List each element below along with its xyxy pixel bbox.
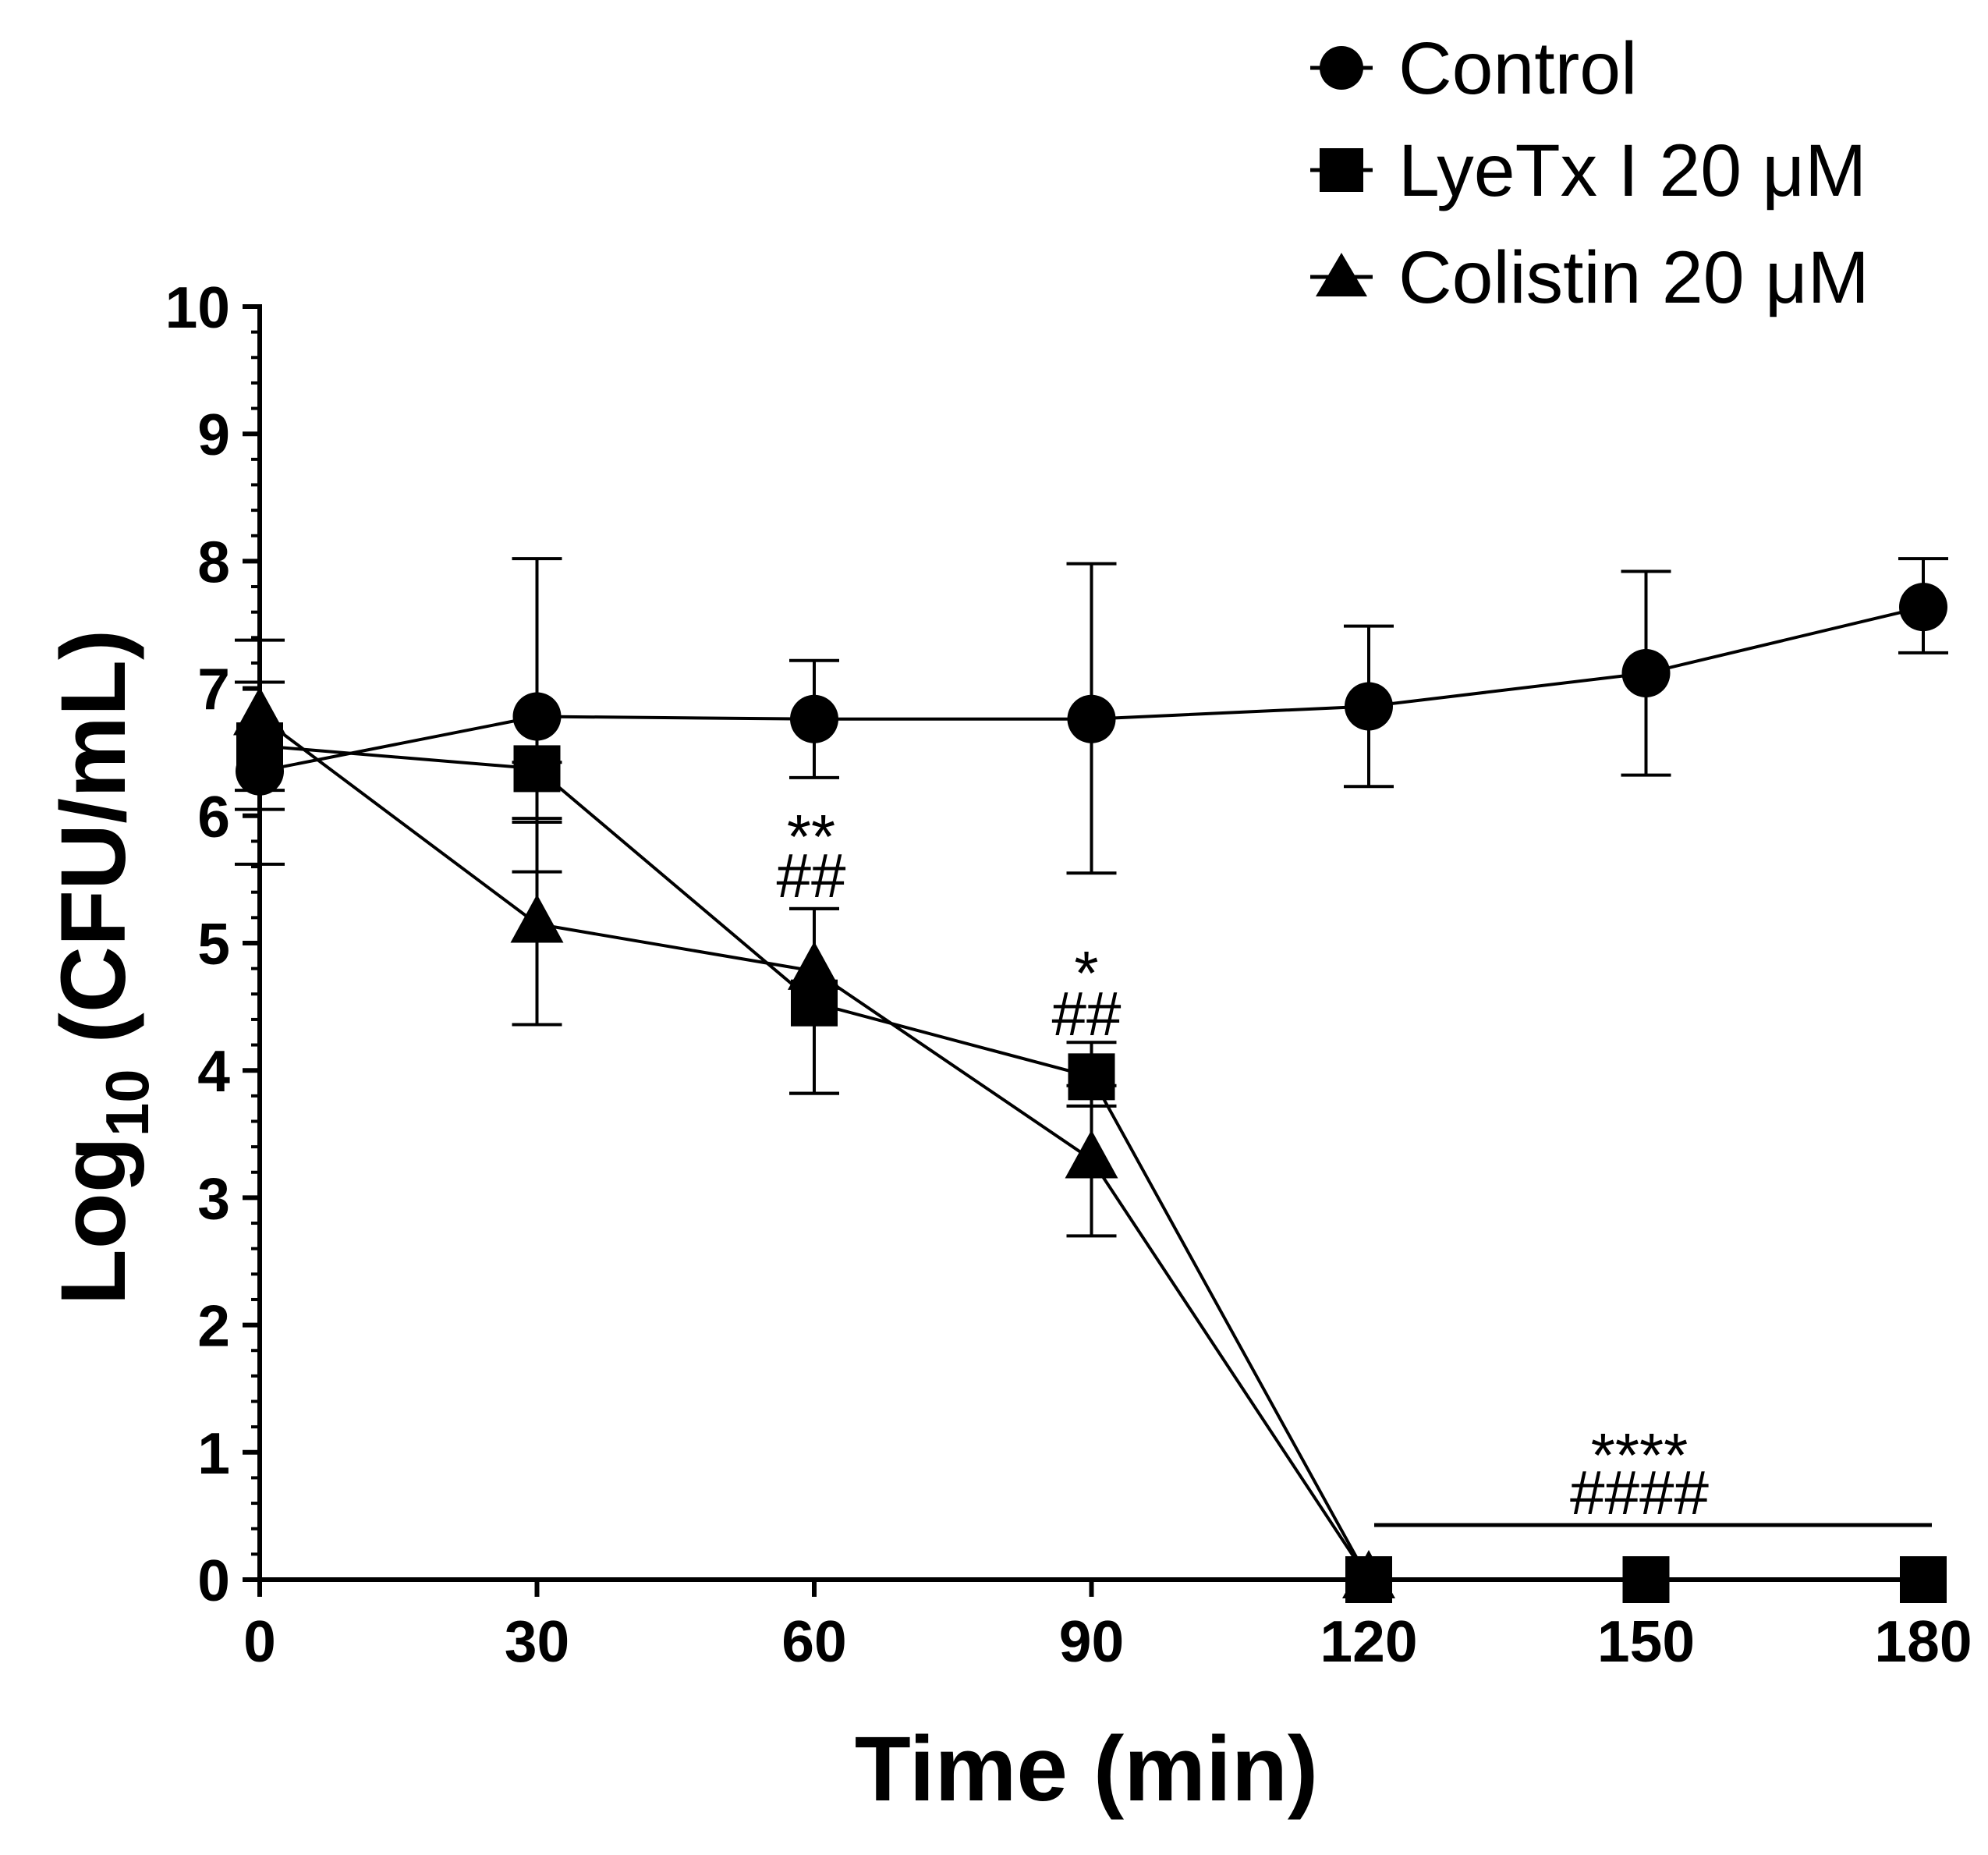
y-tick-label: 7 <box>197 657 230 722</box>
data-point <box>1067 694 1116 743</box>
annotation-late-star: **** <box>1591 1421 1689 1490</box>
x-tick-label: 30 <box>505 1608 569 1674</box>
annotation-t90-star: * <box>1074 938 1098 1008</box>
data-point <box>790 694 838 743</box>
data-point <box>1065 1130 1118 1179</box>
legend-marker-colistin <box>1316 253 1367 296</box>
y-tick-label: 0 <box>197 1548 230 1613</box>
data-point <box>1899 583 1947 632</box>
annotation-t90-hash: ## <box>1052 979 1122 1048</box>
axes: 0 1 2 3 4 5 6 7 8 9 10 0 30 60 90 120 150 180 <box>165 275 1972 1674</box>
data-point <box>1342 1550 1395 1598</box>
series-control <box>235 557 1948 875</box>
legend-item-lyetx: LyeTx I 20 μM <box>1310 129 1866 212</box>
series-layer <box>233 557 1948 1603</box>
data-point <box>788 941 841 990</box>
y-tick-label: 6 <box>197 784 230 849</box>
y-tick-label: 3 <box>197 1165 230 1231</box>
y-tick-label: 2 <box>197 1293 230 1359</box>
y-axis-title: Log10 (CFU/mL) <box>42 630 161 1306</box>
annotation-late-hash: #### <box>1570 1458 1709 1527</box>
legend-marker-control <box>1320 46 1363 90</box>
annotation-layer: ** ## * ## **** #### <box>777 802 1932 1527</box>
annotation-t60-hash: ## <box>777 841 846 910</box>
y-tick-label: 1 <box>197 1421 230 1486</box>
data-point <box>1621 649 1671 698</box>
x-tick-label: 180 <box>1874 1608 1972 1674</box>
legend-label-control: Control <box>1398 27 1637 110</box>
legend: Control LyeTx I 20 μM Colistin 20 μM <box>1310 27 1869 319</box>
x-tick-label: 90 <box>1059 1608 1124 1674</box>
data-point <box>233 686 286 736</box>
y-tick-label: 5 <box>197 911 230 977</box>
x-tick-label: 150 <box>1597 1608 1695 1674</box>
x-axis-title: Time (min) <box>855 1718 1318 1821</box>
y-tick-label: 8 <box>197 529 230 594</box>
data-point <box>513 745 561 793</box>
y-axis-title-rest: (CFU/mL) <box>42 630 145 1069</box>
y-axis-title-main: Log <box>42 1137 145 1305</box>
x-tick-label: 120 <box>1320 1608 1417 1674</box>
legend-label-lyetx: LyeTx I 20 μM <box>1398 129 1866 212</box>
data-point <box>510 894 564 943</box>
legend-item-control: Control <box>1310 27 1637 110</box>
legend-marker-lyetx <box>1320 148 1363 192</box>
legend-label-colistin: Colistin 20 μM <box>1398 236 1869 319</box>
data-point <box>1622 1556 1670 1603</box>
data-point <box>1345 682 1393 731</box>
annotation-t60-star: ** <box>787 802 835 871</box>
y-tick-label: 9 <box>197 402 230 467</box>
y-tick-label: 10 <box>165 275 230 340</box>
series-colistin-20-m <box>233 638 1395 1598</box>
data-point <box>512 692 562 741</box>
y-tick-label: 4 <box>197 1038 230 1104</box>
x-tick-label: 60 <box>781 1608 846 1674</box>
x-tick-label: 0 <box>243 1608 276 1674</box>
y-axis-title-subscript: 10 <box>93 1069 161 1137</box>
legend-item-colistin: Colistin 20 μM <box>1310 236 1869 319</box>
data-point <box>1900 1556 1947 1603</box>
